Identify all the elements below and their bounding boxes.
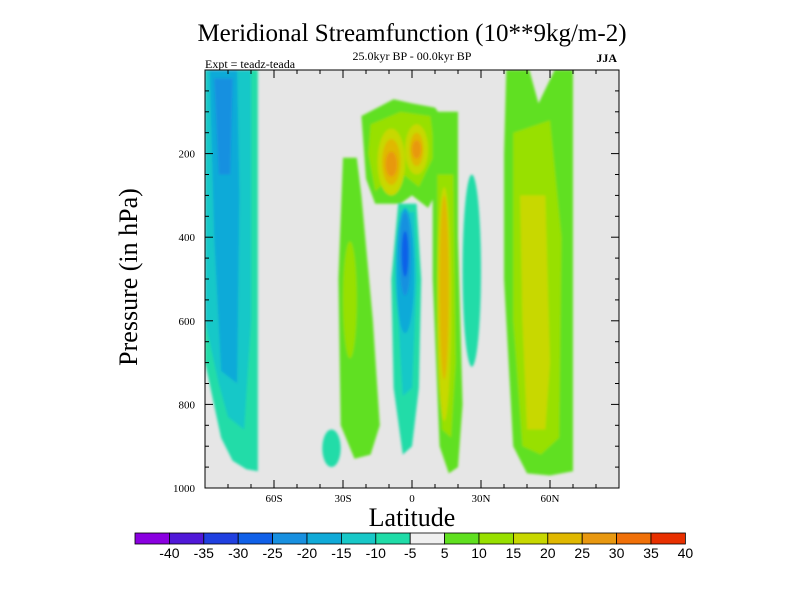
colorbar-swatch	[340, 532, 377, 545]
colorbar: -40 -35 -30 -25 -20 -15 -10 -5 5 10 15 20 25 30 35 40	[134, 532, 694, 561]
colorbar-swatch	[237, 532, 273, 545]
chart-subtitle: 25.0kyr BP - 00.0kyr BP	[353, 49, 472, 63]
x-tick-label: 30N	[472, 493, 491, 505]
colorbar-label: 30	[609, 545, 625, 561]
x-tick-label: 60S	[265, 493, 282, 505]
x-tick-label: 30S	[334, 493, 351, 505]
y-axis-label: Pressure (in hPa)	[114, 188, 143, 366]
colorbar-label: -25	[262, 545, 282, 561]
colorbar-label: -5	[404, 545, 417, 561]
colorbar-label: -35	[194, 545, 214, 561]
contour-neg5-north	[462, 174, 481, 367]
colorbar-swatch	[616, 532, 652, 545]
y-tick-label: 400	[179, 232, 196, 244]
colorbar-label: -20	[297, 545, 317, 561]
colorbar-swatch	[272, 532, 308, 545]
colorbar-label: -15	[331, 545, 351, 561]
x-axis-label: Latitude	[369, 503, 456, 532]
colorbar-swatch	[478, 532, 514, 545]
y-tick-label: 600	[179, 316, 196, 328]
x-tick-label: 60N	[541, 493, 560, 505]
contour-neg25-equator	[401, 230, 409, 277]
colorbar-label: 20	[540, 545, 556, 561]
contour-neg15-south	[209, 70, 240, 384]
colorbar-label: 35	[643, 545, 659, 561]
contour-pos25-upper-s	[385, 151, 398, 177]
contour-pos5-band-s	[338, 157, 380, 459]
colorbar-swatch	[203, 532, 239, 545]
contour-neg20-south	[214, 78, 233, 175]
colorbar-swatch	[168, 532, 205, 545]
chart-title: Meridional Streamfunction (10**9kg/m-2)	[197, 20, 626, 47]
contour-neg5-small	[322, 429, 341, 468]
contour-field	[205, 70, 573, 476]
contour-pos20-tropic-n	[439, 195, 449, 380]
contour-pos25-upper-n	[412, 140, 422, 159]
x-tick-label: 0	[409, 493, 415, 505]
contour-pos10-band-s	[343, 241, 357, 359]
y-tick-label: 200	[179, 149, 196, 161]
colorbar-swatch	[134, 532, 170, 545]
colorbar-label: 25	[574, 545, 590, 561]
colorbar-label: 10	[471, 545, 487, 561]
experiment-label: Expt = teadz-teada	[205, 57, 296, 71]
colorbar-label: -40	[159, 545, 179, 561]
colorbar-swatch	[547, 532, 583, 545]
colorbar-swatch	[409, 532, 446, 545]
colorbar-swatch	[306, 532, 342, 545]
colorbar-label: 15	[506, 545, 522, 561]
colorbar-swatch	[650, 532, 686, 545]
colorbar-label: 40	[678, 545, 694, 561]
contour-layers	[205, 70, 573, 476]
axis-ticks: 60S 30S 0 30N 60N 200 400 600 800 1000	[173, 70, 619, 505]
colorbar-swatch	[513, 532, 549, 545]
y-tick-label: 1000	[173, 483, 196, 495]
colorbar-label: -30	[228, 545, 248, 561]
colorbar-swatch	[444, 532, 480, 545]
colorbar-label: 5	[441, 545, 449, 561]
colorbar-label: -10	[366, 545, 386, 561]
contour-pos15-midlat-n	[520, 195, 550, 430]
colorbar-swatch	[375, 532, 411, 545]
season-label: JJA	[596, 51, 617, 65]
y-tick-label: 800	[179, 399, 196, 411]
colorbar-swatch	[581, 532, 618, 545]
